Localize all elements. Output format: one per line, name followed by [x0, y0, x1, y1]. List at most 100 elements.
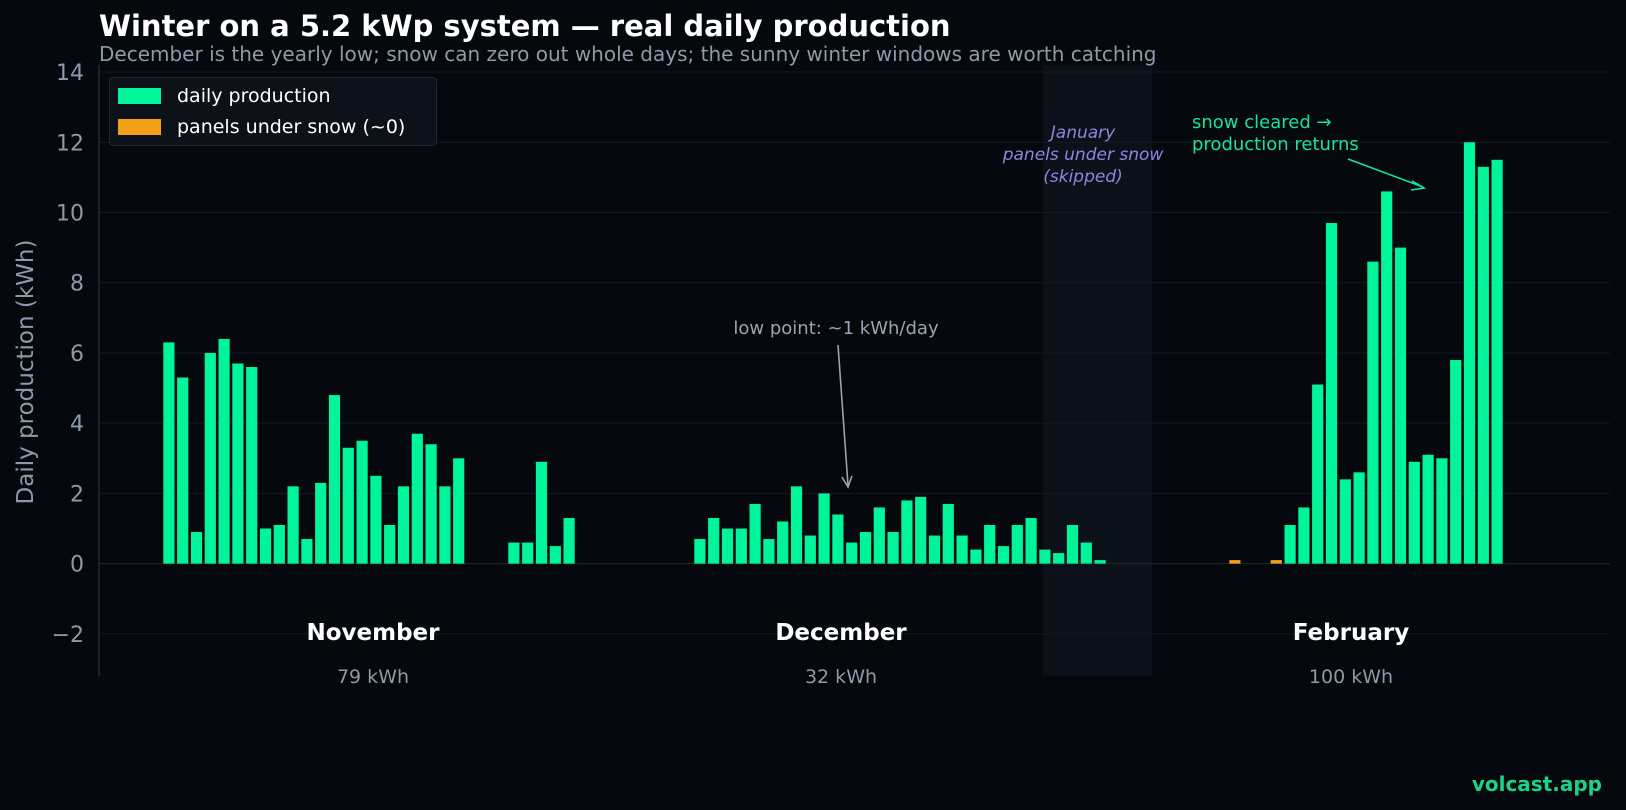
production-bar [956, 535, 968, 564]
production-bar [1298, 507, 1310, 564]
production-bar [563, 517, 575, 564]
production-bar [1408, 461, 1420, 564]
production-bar [1353, 472, 1365, 564]
production-bar [1367, 261, 1379, 564]
y-tick-label: 6 [70, 342, 84, 367]
production-bar [356, 440, 368, 564]
production-bar [928, 535, 941, 564]
production-bar [328, 395, 341, 564]
production-bar [535, 461, 548, 564]
production-bar [1422, 454, 1434, 564]
production-bar [232, 363, 244, 564]
production-bar [1094, 560, 1106, 564]
production-bar [873, 507, 885, 564]
production-bar [246, 366, 258, 564]
production-bar [1011, 525, 1023, 564]
production-bar [439, 486, 451, 564]
watermark: volcast.app [1471, 772, 1602, 796]
production-bar [1053, 553, 1065, 564]
production-bar [984, 525, 996, 564]
production-bar [1381, 191, 1393, 564]
chart-subtitle: December is the yearly low; snow can zer… [99, 42, 1157, 66]
chart-title: Winter on a 5.2 kWp system — real daily … [99, 9, 951, 43]
y-tick-label: −2 [52, 623, 84, 648]
production-bar [522, 542, 534, 564]
y-tick-label: 8 [70, 272, 84, 297]
bars [163, 142, 1503, 564]
y-axis-label: Daily production (kWh) [13, 240, 39, 505]
y-tick-label: 12 [56, 131, 84, 156]
production-bar [1463, 142, 1476, 564]
production-bar [508, 542, 520, 564]
production-bar [549, 546, 561, 564]
month-total-label: 79 kWh [337, 666, 409, 688]
production-bar [735, 528, 747, 564]
legend-item-production: daily production [118, 84, 331, 108]
production-bar [846, 542, 858, 564]
production-bar [749, 503, 761, 564]
production-bar [832, 514, 844, 564]
month-name-label: November [306, 620, 440, 646]
production-bar [1436, 458, 1448, 564]
y-tick-label: 4 [70, 412, 84, 437]
production-bar [1450, 359, 1462, 564]
production-bar [342, 447, 354, 564]
production-bar [287, 486, 299, 564]
month-name-label: February [1293, 620, 1409, 646]
legend-swatch-production [118, 88, 161, 104]
production-bar [901, 500, 913, 564]
production-bar [942, 503, 954, 564]
production-bar [315, 482, 327, 564]
month-name-label: December [775, 620, 907, 646]
production-bar [887, 532, 899, 564]
production-bar [804, 535, 816, 564]
production-bar [790, 486, 803, 564]
production-bar [370, 475, 382, 564]
production-bar [721, 528, 734, 564]
production-bar [411, 433, 423, 564]
production-bar [177, 377, 189, 564]
gap-label-line1: January [1048, 123, 1116, 143]
production-bar [694, 539, 706, 564]
snow-cleared-annotation: snow cleared → production returns [1192, 112, 1427, 191]
production-bar [190, 532, 203, 564]
production-bar [1066, 525, 1079, 564]
production-bar [1039, 549, 1051, 564]
y-tick-label: 0 [70, 553, 84, 578]
snow-cleared-line1: snow cleared → [1192, 112, 1332, 133]
low-point-annotation: low point: ~1 kWh/day [733, 318, 939, 489]
snow-cleared-line2: production returns [1192, 134, 1359, 155]
production-bar [915, 496, 927, 564]
production-bar [1491, 159, 1503, 564]
month-labels: November 79 kWh December 32 kWh February 100 … [306, 620, 1409, 688]
legend-label-snow: panels under snow (~0) [177, 116, 406, 138]
gap-label-line2: panels under snow [1002, 145, 1164, 165]
y-tick-label: 2 [70, 482, 84, 507]
y-tick-label: 14 [56, 61, 84, 86]
production-bar [818, 493, 830, 564]
production-bar [970, 549, 982, 564]
production-bar [218, 338, 230, 564]
gap-band [1043, 65, 1152, 676]
legend-swatch-snow [118, 119, 161, 135]
snow-bar [1270, 560, 1282, 564]
production-bar [163, 342, 175, 564]
legend-label-production: daily production [177, 85, 331, 107]
production-bar [859, 532, 872, 564]
low-point-arrow [837, 344, 849, 486]
production-bar [397, 486, 410, 564]
production-bar [1339, 479, 1351, 564]
snow-bar [1229, 560, 1241, 564]
production-bar [1394, 247, 1407, 564]
production-bar [997, 546, 1010, 564]
gap-annotation: January panels under snow (skipped) [1002, 123, 1164, 187]
production-bar [273, 525, 285, 564]
production-bar [1312, 384, 1324, 564]
production-bar [1477, 166, 1489, 564]
production-bar [1325, 223, 1338, 564]
production-bar [453, 458, 465, 564]
production-bar [425, 444, 437, 564]
month-total-label: 100 kWh [1309, 666, 1393, 688]
production-bar [1025, 517, 1037, 564]
